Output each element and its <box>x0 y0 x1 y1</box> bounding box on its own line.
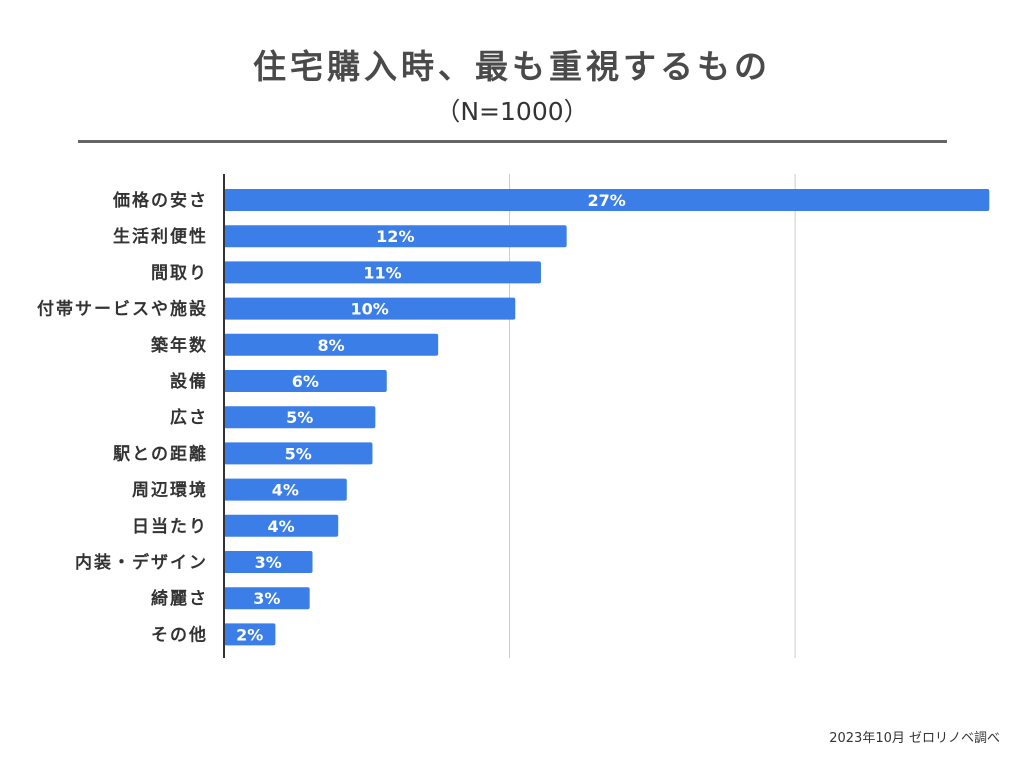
title-divider <box>78 140 947 143</box>
bar-1 <box>224 189 990 211</box>
value-label-8: 5% <box>285 444 312 463</box>
category-label-11: 内装・デザイン <box>75 552 208 573</box>
value-label-4: 10% <box>350 300 388 319</box>
value-label-13: 2% <box>236 625 263 644</box>
bar-7 <box>224 406 376 429</box>
value-label-7: 5% <box>286 408 313 427</box>
value-label-1: 27% <box>587 191 625 210</box>
value-label-2: 12% <box>376 227 414 246</box>
chart-subtitle: （N=1000） <box>435 97 589 126</box>
bar-11 <box>224 551 313 573</box>
bar-4 <box>224 297 516 320</box>
bar-6 <box>224 370 387 392</box>
value-label-11: 3% <box>255 553 282 572</box>
bar-3 <box>224 261 541 284</box>
category-label-7: 広さ <box>170 407 208 428</box>
bar-10 <box>224 514 339 537</box>
value-label-12: 3% <box>253 589 280 608</box>
category-label-8: 駅との距離 <box>112 443 208 464</box>
bar-13 <box>224 623 276 646</box>
category-label-9: 周辺環境 <box>132 480 208 501</box>
bar-5 <box>224 333 439 356</box>
value-label-3: 11% <box>363 263 401 282</box>
category-label-1: 価格の安さ <box>112 190 208 211</box>
category-label-5: 築年数 <box>150 335 208 356</box>
category-label-13: その他 <box>151 624 208 645</box>
value-label-10: 4% <box>268 517 295 536</box>
value-label-5: 8% <box>317 336 344 355</box>
category-label-10: 日当たり <box>132 516 208 537</box>
bar-8 <box>224 442 373 465</box>
bar-2 <box>224 225 567 248</box>
source-note: 2023年10月 ゼロリノベ調べ <box>829 731 1000 746</box>
category-label-12: 綺麗さ <box>151 588 208 609</box>
category-label-6: 設備 <box>170 371 208 392</box>
category-label-4: 付帯サービスや施設 <box>37 299 208 320</box>
category-label-2: 生活利便性 <box>113 226 208 247</box>
bar-12 <box>224 587 310 610</box>
value-label-6: 6% <box>292 372 319 391</box>
bar-9 <box>224 478 347 501</box>
chart-title: 住宅購入時、最も重視するもの <box>253 47 771 86</box>
category-label-3: 間取り <box>151 263 208 283</box>
value-label-9: 4% <box>272 481 299 500</box>
